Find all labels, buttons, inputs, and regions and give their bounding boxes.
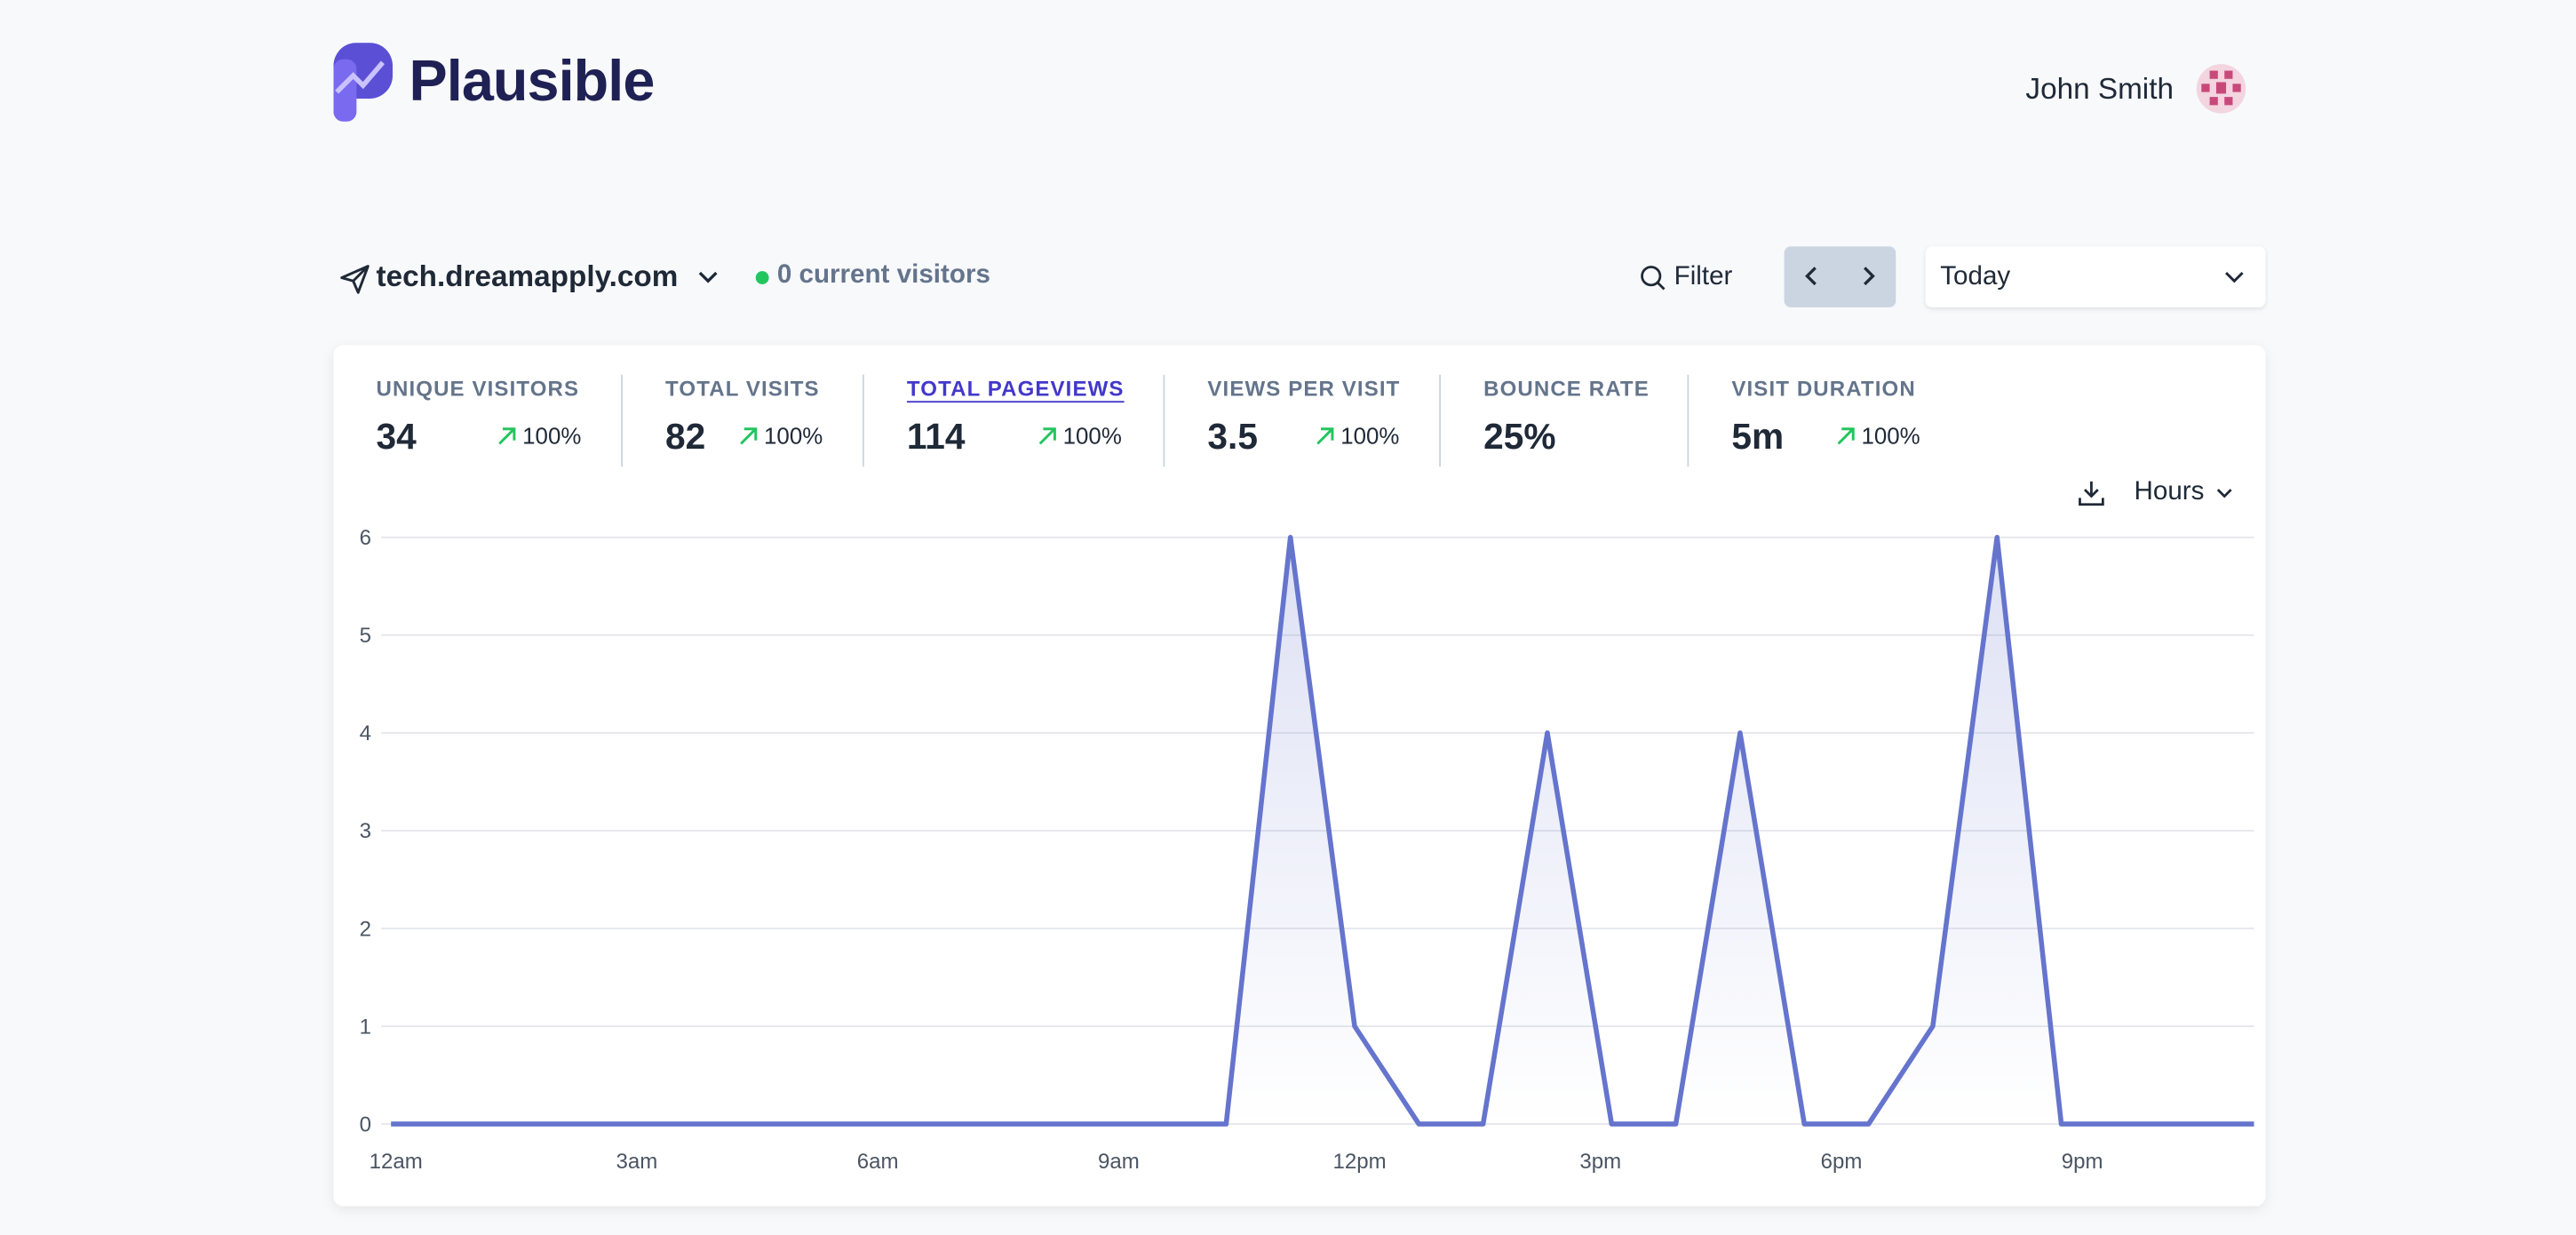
- x-tick-label: 12pm: [1332, 1150, 1386, 1174]
- x-tick-label: 12am: [370, 1150, 423, 1174]
- filter-icon[interactable]: [1638, 263, 1667, 292]
- stat-divider: [862, 374, 864, 467]
- stat-label[interactable]: VIEWS PER VISIT: [1207, 376, 1401, 402]
- x-tick-label: 3pm: [1579, 1150, 1621, 1174]
- interval-chevron[interactable]: [2214, 483, 2234, 503]
- interval-select[interactable]: Hours: [2134, 478, 2205, 506]
- stat-label[interactable]: BOUNCE RATE: [1483, 376, 1650, 402]
- y-tick-label: 1: [360, 1015, 371, 1039]
- stat-change: 100%: [1340, 422, 1400, 449]
- stat-value: 5m: [1731, 415, 1785, 458]
- logo-text[interactable]: Plausible: [409, 49, 656, 114]
- avatar[interactable]: [2195, 62, 2247, 115]
- y-tick-label: 2: [360, 917, 371, 941]
- stat-label[interactable]: VISIT DURATION: [1731, 376, 1916, 402]
- prev-period[interactable]: [1801, 265, 1824, 288]
- y-tick-label: 0: [360, 1112, 371, 1136]
- stat-value: 3.5: [1207, 415, 1258, 458]
- stat-divider: [1439, 374, 1442, 467]
- period-label[interactable]: Today: [1940, 262, 2011, 291]
- x-tick-label: 9am: [1098, 1150, 1140, 1174]
- x-tick-label: 6am: [857, 1150, 899, 1174]
- stat-divider: [1163, 374, 1165, 467]
- next-period[interactable]: [1856, 265, 1880, 288]
- site-chevron[interactable]: [696, 267, 720, 290]
- logo-icon: [333, 43, 394, 122]
- period-select[interactable]: Today: [1925, 246, 2266, 307]
- x-tick-label: 3am: [616, 1150, 658, 1174]
- site-switcher[interactable]: tech.dreamapply.com: [376, 259, 679, 293]
- stat-change: 100%: [1062, 422, 1122, 449]
- period-nav: [1784, 246, 1896, 307]
- stat-value: 34: [376, 415, 417, 458]
- user-name[interactable]: John Smith: [2025, 72, 2174, 106]
- stat-arrow: [737, 424, 760, 447]
- period-chevron[interactable]: [2222, 267, 2246, 290]
- stat-value: 82: [665, 415, 706, 458]
- line: [391, 535, 2254, 1127]
- download-icon[interactable]: [2077, 478, 2106, 507]
- stat-arrow: [1835, 424, 1858, 447]
- y-tick-label: 6: [360, 526, 371, 550]
- stat-change: 100%: [1861, 422, 1920, 449]
- stat-label[interactable]: UNIQUE VISITORS: [376, 376, 580, 402]
- y-tick-label: 5: [360, 624, 371, 648]
- stat-label[interactable]: TOTAL VISITS: [665, 376, 820, 402]
- stat-change: 100%: [522, 422, 582, 449]
- stat-arrow: [497, 424, 520, 447]
- area-fill: [391, 537, 2254, 1125]
- x-tick-label: 9pm: [2062, 1150, 2103, 1174]
- site-icon: [340, 265, 370, 294]
- stat-value: 25%: [1483, 415, 1556, 458]
- x-tick-label: 6pm: [1821, 1150, 1863, 1174]
- y-tick-label: 3: [360, 819, 371, 843]
- live-dot: [755, 271, 769, 284]
- stat-arrow: [1315, 424, 1338, 447]
- stat-divider: [621, 374, 623, 467]
- y-tick-label: 4: [360, 721, 371, 745]
- stat-label[interactable]: TOTAL PAGEVIEWS: [906, 376, 1125, 402]
- stat-change: 100%: [764, 422, 823, 449]
- stat-divider: [1687, 374, 1690, 467]
- filter-button[interactable]: Filter: [1674, 262, 1733, 291]
- current-visitors[interactable]: 0 current visitors: [776, 261, 990, 290]
- stat-arrow: [1037, 424, 1060, 447]
- stat-value: 114: [906, 415, 966, 458]
